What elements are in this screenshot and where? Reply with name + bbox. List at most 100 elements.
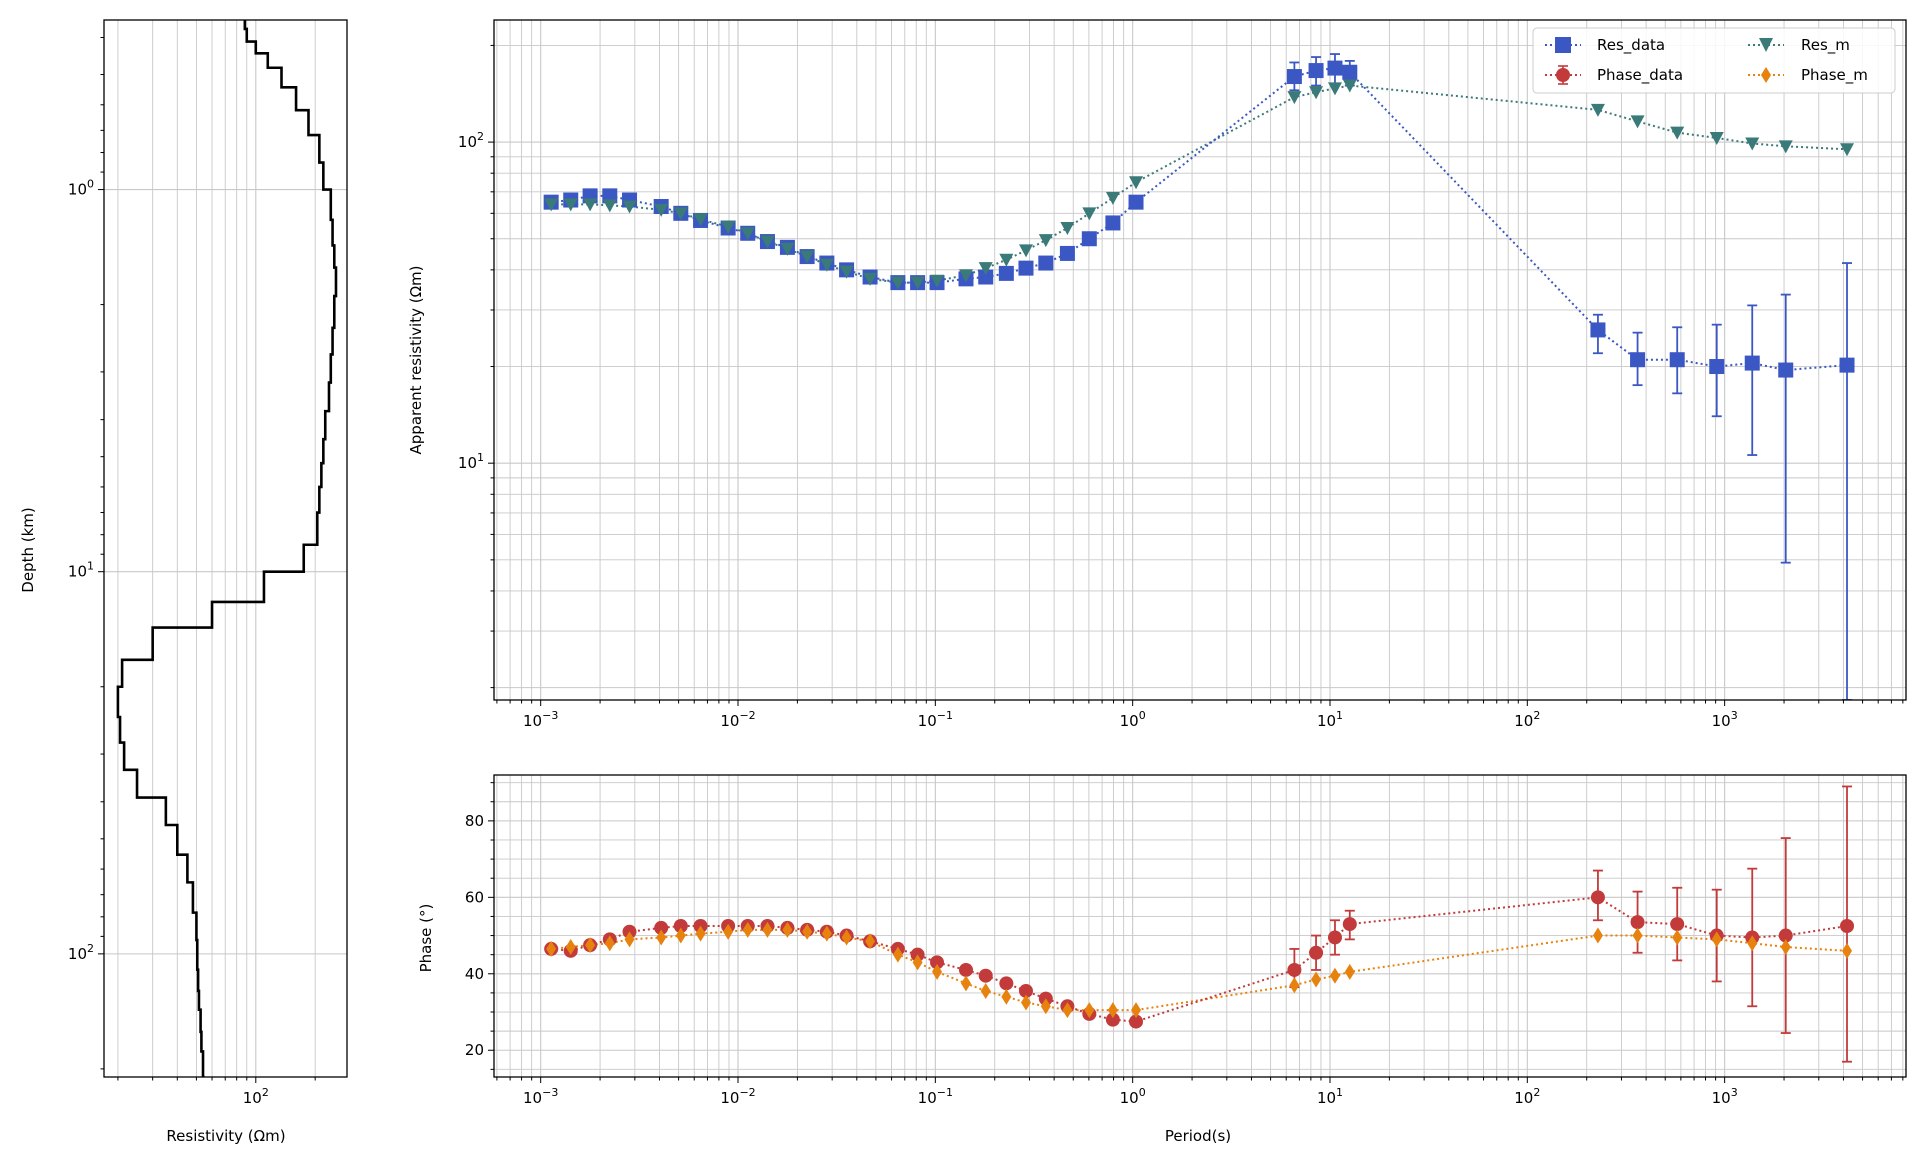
res-data-point bbox=[998, 265, 1014, 281]
res-m-point bbox=[1060, 222, 1075, 236]
res-m-point bbox=[863, 272, 878, 286]
phase-m-point bbox=[1001, 988, 1012, 1005]
res-m-point bbox=[721, 220, 736, 234]
res-data-point bbox=[1590, 322, 1606, 338]
res-m-point bbox=[1309, 86, 1324, 100]
depth-profile-x-axis-title: Resistivity (Ωm) bbox=[166, 1127, 285, 1145]
phase-data-point bbox=[1105, 1012, 1120, 1027]
depth-profile-ticks: 102 100 101 102 bbox=[68, 36, 316, 1107]
x-tick-label: 101 bbox=[1317, 1086, 1343, 1107]
phase-m-point bbox=[1632, 927, 1643, 944]
res-data-point bbox=[1342, 64, 1358, 80]
res-data-point bbox=[1105, 215, 1121, 231]
res-data-point bbox=[1744, 355, 1760, 371]
phase-m-point bbox=[821, 925, 832, 942]
res-data-point bbox=[1081, 231, 1097, 247]
res-m-point bbox=[999, 253, 1014, 267]
y-tick-label: 60 bbox=[465, 888, 484, 906]
apparent-resistivity-plot bbox=[543, 53, 1855, 700]
phase-m-point bbox=[624, 931, 635, 948]
res-m-point bbox=[780, 242, 795, 256]
phase-m-point bbox=[1780, 939, 1791, 956]
phase-data-point bbox=[1327, 930, 1342, 945]
x-tick-label: 10−3 bbox=[523, 1086, 558, 1107]
y-tick-label: 20 bbox=[465, 1041, 484, 1059]
x-tick-label: 102 bbox=[243, 1086, 269, 1107]
phase-data-point bbox=[1778, 928, 1793, 943]
y-tick-label: 100 bbox=[68, 178, 94, 199]
res-m-point bbox=[819, 258, 834, 272]
phase-m-point bbox=[695, 925, 706, 942]
res-m-point bbox=[1018, 244, 1033, 258]
phase-m-point bbox=[1289, 977, 1300, 994]
legend-marker-square bbox=[1555, 37, 1571, 53]
phase-m-point bbox=[1311, 971, 1322, 988]
phase-m-point bbox=[912, 954, 923, 971]
phase-data-point bbox=[958, 962, 973, 977]
x-tick-label: 10−1 bbox=[918, 709, 953, 730]
res-m-point bbox=[1840, 143, 1855, 157]
res-data-point bbox=[1038, 255, 1054, 271]
phase-data-point bbox=[1287, 962, 1302, 977]
res-m-point bbox=[910, 276, 925, 290]
phase-frame bbox=[493, 774, 1907, 1078]
res-m-point bbox=[978, 262, 993, 276]
res-m-point bbox=[1327, 82, 1342, 96]
res-m-point bbox=[1670, 126, 1685, 140]
phase-m-point bbox=[1062, 1002, 1073, 1019]
res-data-point bbox=[1778, 362, 1794, 378]
phase-data-point bbox=[1018, 983, 1033, 998]
x-tick-label: 10−1 bbox=[918, 1086, 953, 1107]
res-m-point bbox=[1105, 191, 1120, 205]
res-m-point bbox=[930, 274, 945, 288]
phase-ticks: 10−3 10−2 10−1 100 101 102 103 20 40 60 80 bbox=[465, 782, 1904, 1107]
res-m-point bbox=[693, 213, 708, 227]
res-data-point bbox=[1709, 359, 1725, 375]
legend-label-phase-data: Phase_data bbox=[1597, 66, 1683, 85]
res-data-point bbox=[1669, 352, 1685, 368]
phase-m-point bbox=[932, 963, 943, 980]
phase-data-point bbox=[1342, 917, 1357, 932]
phase-m-point bbox=[1592, 927, 1603, 944]
depth-profile-y-axis-title: Depth (km) bbox=[19, 507, 37, 592]
x-tick-label: 100 bbox=[1120, 709, 1146, 730]
phase-plot bbox=[544, 785, 1855, 1063]
phase-m-point bbox=[892, 946, 903, 963]
res-m-point bbox=[1038, 234, 1053, 248]
phase-m-point bbox=[1107, 1002, 1118, 1019]
res-data-point bbox=[1308, 63, 1324, 79]
x-tick-label: 103 bbox=[1712, 709, 1738, 730]
phase-m-point bbox=[1747, 935, 1758, 952]
x-tick-label: 10−3 bbox=[523, 709, 558, 730]
phase-data-point bbox=[673, 919, 688, 933]
legend-entry-res-data: Res_data bbox=[1545, 36, 1665, 55]
res-data-point bbox=[1018, 260, 1034, 276]
phase-data-point bbox=[1129, 1014, 1144, 1029]
y-tick-label: 80 bbox=[465, 812, 484, 830]
apparent-resistivity-frame bbox=[493, 19, 1907, 701]
phase-m-point bbox=[1672, 929, 1683, 946]
res-data-point bbox=[1128, 194, 1144, 210]
res-m-point bbox=[1342, 79, 1357, 93]
phase-m-point bbox=[1711, 931, 1722, 948]
phase-m-point bbox=[1131, 1002, 1142, 1019]
res-m-point bbox=[1590, 103, 1605, 117]
res-m-point bbox=[654, 203, 669, 217]
phase-m-point bbox=[1329, 967, 1340, 984]
legend-label-res-m: Res_m bbox=[1801, 36, 1850, 55]
res-data-point bbox=[1327, 60, 1343, 76]
phase-data-point bbox=[1309, 945, 1324, 960]
y-tick-label: 102 bbox=[458, 130, 484, 151]
res-m-point bbox=[1778, 140, 1793, 154]
apparent-resistivity-ticks: 10−3 10−2 10−1 100 101 102 103 101 102 bbox=[458, 44, 1904, 730]
apparent-resistivity-y-axis-title: Apparent resistivity (Ωm) bbox=[407, 266, 425, 455]
legend-entry-res-m: Res_m bbox=[1748, 36, 1850, 55]
res-m-point bbox=[673, 207, 688, 221]
depth-profile-panel: 102 100 101 102 Resistivity (Ωm) Depth (km) bbox=[19, 19, 348, 1145]
res-m-point bbox=[958, 269, 973, 283]
phase-grid bbox=[494, 775, 1906, 1077]
x-tick-label: 103 bbox=[1712, 1086, 1738, 1107]
phase-m-point bbox=[841, 929, 852, 946]
phase-data-point bbox=[1840, 919, 1855, 933]
phase-m-point bbox=[782, 921, 793, 938]
